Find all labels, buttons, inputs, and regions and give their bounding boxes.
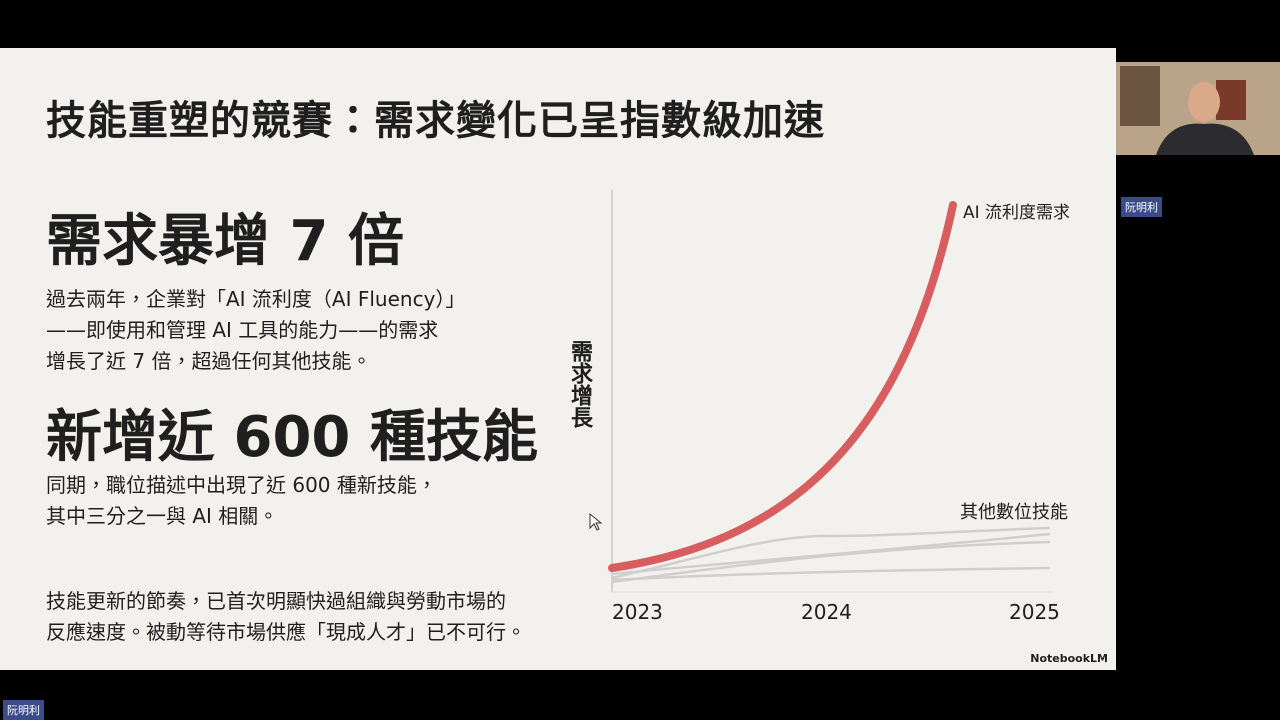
line: 過去兩年，企業對「AI 流利度（AI Fluency）」: [46, 287, 466, 311]
x-label: 2025: [1009, 600, 1060, 624]
line: 反應速度。被動等待市場供應「現成人才」已不可行。: [46, 620, 526, 644]
line: 增長了近 7 倍，超過任何其他技能。: [46, 349, 372, 373]
heading: 新增近 600 種技能: [46, 405, 538, 470]
participant-name: 阮明利: [1121, 197, 1162, 217]
picture: [1216, 80, 1246, 120]
line: [611, 532, 1051, 576]
video-thumbnail: [1116, 62, 1280, 155]
line: [611, 540, 1051, 584]
paragraph: 同期，職位描述中出現了近 600 種新技能， 其中三分之一與 AI 相關。: [46, 470, 437, 532]
ai-curve: [608, 201, 957, 572]
series-label: AI 流利度需求: [963, 203, 1071, 223]
x-label: 2024: [801, 600, 852, 624]
line: ——即使用和管理 AI 工具的能力——的需求: [46, 318, 439, 342]
body: [1156, 123, 1254, 155]
slide: 技能重塑的競賽：需求變化已呈指數級加速 需求暴增 7 倍 過去兩年，企業對「AI…: [0, 48, 1116, 670]
x-label: 2023: [612, 600, 663, 624]
face: [1188, 82, 1220, 122]
line: [611, 526, 1051, 580]
paragraph: 技能更新的節奏，已首次明顯快過組織與勞動市場的 反應速度。被動等待市場供應「現成…: [46, 586, 526, 648]
line: 同期，職位描述中出現了近 600 種新技能，: [46, 473, 437, 497]
participant-name: 阮明利: [3, 700, 44, 720]
paragraph: 過去兩年，企業對「AI 流利度（AI Fluency）」 ——即使用和管理 AI…: [46, 284, 465, 377]
line: 技能更新的節奏，已首次明顯快過組織與勞動市場的: [46, 589, 506, 613]
brand: NotebookLM: [1030, 652, 1108, 665]
series-label: 其他數位技能: [960, 502, 1068, 523]
slide-title: 技能重塑的競賽：需求變化已呈指數級加速: [46, 98, 825, 144]
other-lines: [611, 526, 1051, 584]
figure: [589, 190, 1052, 593]
cursor: [589, 512, 603, 531]
heading: 需求暴增 7 倍: [46, 209, 404, 274]
shelf: [1120, 66, 1160, 126]
line: 其中三分之一與 AI 相關。: [46, 504, 279, 528]
line: [611, 566, 1051, 582]
y-label: 需求增長: [567, 340, 592, 428]
